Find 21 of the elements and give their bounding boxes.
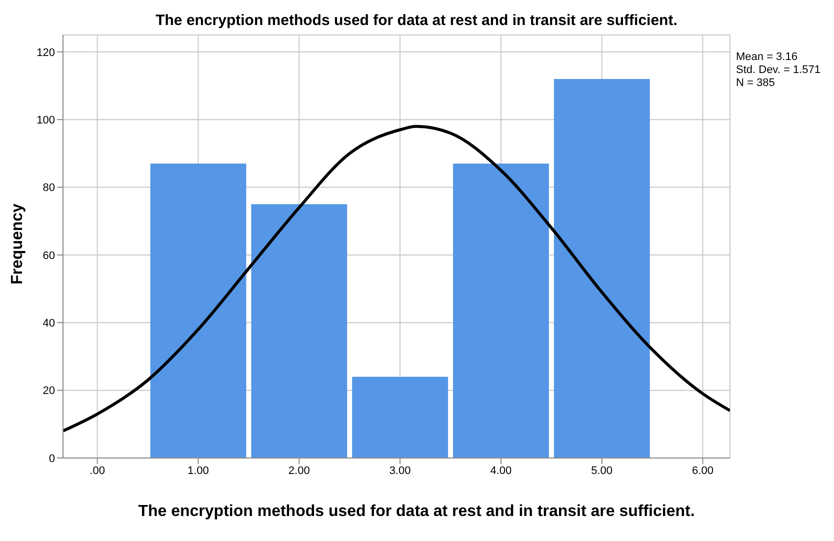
y-axis-title: Frequency [9, 202, 27, 286]
x-tick-label: 6.00 [692, 464, 714, 477]
line-series [63, 124, 730, 432]
x-tick-label: 1.00 [188, 464, 209, 477]
y-tick-label: 60 [42, 250, 55, 262]
x-tick-label: 3.00 [389, 464, 411, 477]
x-tick-label: 2.00 [288, 464, 310, 477]
y-tick-label: 20 [42, 385, 55, 398]
text: N = 385 [736, 77, 776, 90]
y-tick-label: 80 [42, 182, 55, 194]
text: Mean = 3.16 [736, 51, 798, 64]
x-tick-label: .00 [90, 464, 105, 477]
x-tick-label: 5.00 [591, 464, 613, 477]
x-tick-label: 4.00 [490, 464, 512, 477]
y-tick-label: 40 [42, 318, 55, 330]
x-axis-title: The encryption methods used for data at rest and in transit are sufficient. [137, 503, 696, 521]
y-tick-label: 120 [36, 46, 55, 59]
y-tick-label: 100 [36, 114, 55, 127]
chart-title: The encryption methods used for data at rest and in transit are sufficient. [154, 12, 678, 29]
y-tick-label: 0 [48, 452, 55, 465]
text: Std. Dev. = 1.571 [736, 64, 820, 77]
